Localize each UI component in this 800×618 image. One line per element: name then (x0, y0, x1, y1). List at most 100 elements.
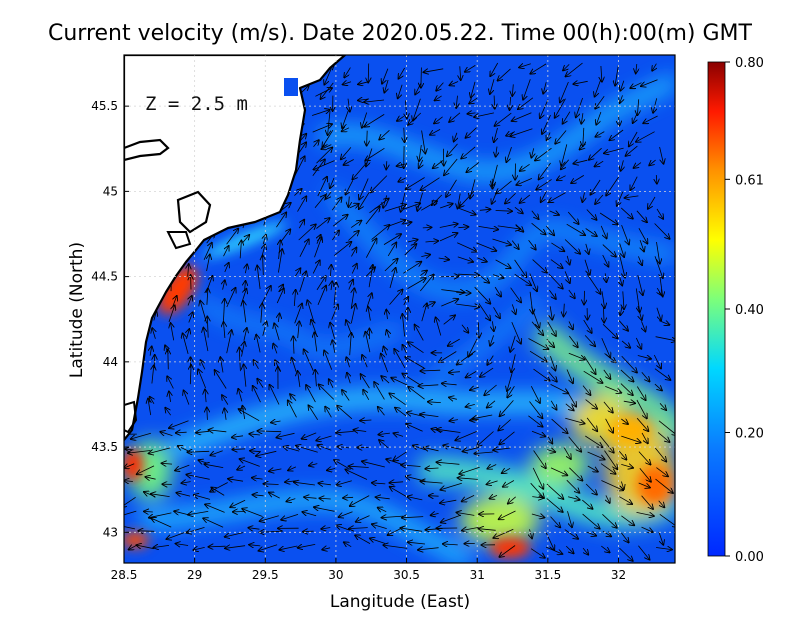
current-vector-arrow (494, 127, 498, 142)
x-axis-label: Langitude (East) (330, 592, 470, 612)
current-vector-arrow (466, 404, 475, 407)
map-panel (124, 55, 675, 563)
current-vector-arrow (550, 355, 555, 370)
current-vector-arrow (401, 465, 421, 467)
current-vector-arrow (530, 63, 547, 74)
current-vector-arrow (584, 290, 585, 305)
current-vector-arrow (584, 259, 590, 275)
current-vector-arrow (531, 306, 540, 328)
current-vector-arrow (439, 233, 457, 242)
current-vector-arrow (276, 289, 284, 304)
current-vector-arrow (263, 256, 264, 276)
current-vector-arrow (387, 330, 390, 339)
current-vector-arrow (368, 307, 370, 321)
current-vector-arrow (274, 323, 280, 341)
current-vector-arrow (436, 82, 444, 91)
current-vector-arrow (379, 440, 389, 449)
current-vector-arrow (495, 112, 512, 126)
current-vector-arrow (193, 547, 205, 550)
current-vector-arrow (640, 239, 644, 251)
current-vector-arrow (634, 162, 642, 168)
current-vector-arrow (428, 402, 441, 403)
current-vector-arrow (168, 350, 169, 370)
current-vector-arrow (398, 84, 403, 99)
current-vector-arrow (131, 432, 152, 439)
current-vector-arrow (638, 451, 651, 465)
current-vector-arrow (297, 196, 307, 212)
current-vector-arrow (386, 310, 387, 320)
current-vector-arrow (381, 376, 390, 384)
current-vector-arrow (330, 177, 334, 188)
current-vector-arrow (312, 159, 325, 176)
current-vector-arrow (333, 242, 351, 256)
current-vector-arrow (294, 156, 305, 177)
current-vector-arrow (346, 180, 354, 195)
current-vector-arrow (404, 297, 408, 306)
current-vector-arrow (528, 239, 536, 249)
current-vector-arrow (596, 131, 605, 137)
current-vector-arrow (629, 131, 638, 146)
current-vector-arrow (344, 159, 354, 165)
current-vector-arrow (507, 385, 515, 397)
current-vector-arrow (656, 307, 661, 321)
current-vector-arrow (531, 222, 546, 234)
current-vector-arrow (496, 180, 512, 194)
current-vector-arrow (595, 95, 605, 108)
current-vector-arrow (601, 65, 602, 82)
current-vector-arrow (226, 330, 232, 354)
current-vector-arrow (152, 365, 154, 384)
current-vector-arrow (350, 304, 355, 324)
current-vector-arrow (207, 255, 210, 272)
speed-patch-south-2 (530, 445, 590, 485)
current-vector-arrow (550, 384, 569, 393)
current-vector-arrow (342, 128, 350, 132)
y-axis-ticks: 43 43.5 44 44.5 45 45.5 (91, 99, 129, 539)
current-vector-arrow (187, 527, 205, 532)
current-vector-arrow (443, 445, 461, 450)
current-vector-arrow (585, 435, 602, 447)
current-vector-arrow (386, 161, 387, 169)
current-vector-arrow (492, 321, 493, 331)
current-vector-arrow (329, 379, 333, 388)
current-vector-arrow (551, 418, 568, 433)
current-vector-arrow (299, 271, 307, 292)
current-vector-arrow (327, 469, 336, 471)
colorbar-tick-label: 0.80 (735, 56, 764, 71)
current-vector-arrow (171, 323, 174, 341)
current-vector-arrow (176, 493, 191, 496)
current-vector-arrow (302, 512, 317, 516)
current-vector-arrow (487, 400, 496, 408)
current-vector-arrow (261, 286, 271, 304)
current-vector-arrow (415, 325, 424, 341)
current-vector-arrow (563, 111, 571, 124)
current-vector-arrow (312, 124, 332, 133)
current-vector-arrow (569, 321, 573, 329)
current-vector-arrow (493, 307, 500, 318)
current-vector-arrow (618, 450, 626, 459)
current-vector-arrow (215, 370, 227, 389)
current-vector-arrow (582, 192, 584, 202)
current-vector-arrow (532, 259, 547, 273)
current-vector-arrow (443, 544, 458, 545)
current-vector-arrow (638, 228, 648, 243)
current-vector-arrow (600, 463, 616, 474)
current-vector-arrow (533, 368, 550, 381)
current-vector-arrow (256, 450, 277, 456)
current-vector-arrow (223, 246, 229, 257)
current-vector-arrow (446, 179, 457, 197)
speed-band-mid (427, 296, 544, 385)
current-vector-arrow (422, 227, 432, 228)
current-vector-arrow (506, 146, 512, 162)
current-vector-arrow (567, 497, 580, 500)
current-vector-arrow (419, 385, 439, 386)
current-vector-arrow (263, 322, 267, 336)
current-vector-arrow (652, 63, 656, 71)
current-vector-arrow (585, 483, 597, 495)
current-vector-arrow (635, 288, 639, 312)
current-vector-arrow (408, 387, 425, 400)
current-vector-arrow (238, 389, 242, 402)
current-vector-arrow (523, 79, 531, 99)
current-vector-arrow (365, 207, 380, 225)
current-vector-arrow (336, 480, 352, 485)
current-vector-arrow (480, 367, 494, 377)
